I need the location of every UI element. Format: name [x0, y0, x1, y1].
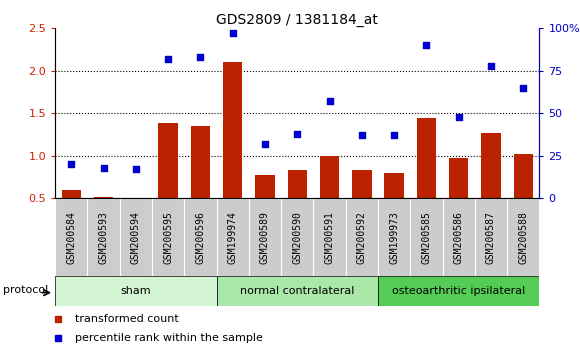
- Title: GDS2809 / 1381184_at: GDS2809 / 1381184_at: [216, 13, 378, 27]
- Bar: [385, 173, 404, 198]
- Bar: [475, 198, 507, 276]
- Bar: [216, 276, 378, 306]
- Point: [422, 42, 431, 48]
- Bar: [216, 198, 249, 276]
- Bar: [416, 118, 436, 198]
- Text: GSM200590: GSM200590: [292, 211, 302, 264]
- Point: [325, 98, 334, 104]
- Point: [454, 114, 463, 120]
- Bar: [184, 198, 216, 276]
- Point: [389, 132, 398, 138]
- Text: percentile rank within the sample: percentile rank within the sample: [75, 333, 263, 343]
- Bar: [61, 190, 81, 198]
- Bar: [481, 133, 501, 198]
- Bar: [352, 170, 372, 198]
- Text: protocol: protocol: [3, 285, 48, 295]
- Bar: [255, 175, 275, 198]
- Text: GSM200588: GSM200588: [519, 211, 528, 264]
- Bar: [249, 198, 281, 276]
- Bar: [158, 124, 178, 198]
- Text: GSM199973: GSM199973: [389, 211, 399, 264]
- Text: GSM200591: GSM200591: [325, 211, 335, 264]
- Point: [164, 56, 173, 62]
- Bar: [449, 158, 469, 198]
- Bar: [119, 198, 152, 276]
- Bar: [320, 156, 339, 198]
- Point: [195, 55, 205, 60]
- Bar: [313, 198, 346, 276]
- Bar: [88, 198, 119, 276]
- Point: [519, 85, 528, 91]
- Bar: [55, 276, 216, 306]
- Text: osteoarthritic ipsilateral: osteoarthritic ipsilateral: [392, 286, 525, 296]
- Bar: [223, 62, 242, 198]
- Text: GSM200584: GSM200584: [66, 211, 76, 264]
- Text: GSM200596: GSM200596: [195, 211, 205, 264]
- Bar: [152, 198, 184, 276]
- Bar: [94, 196, 113, 198]
- Bar: [443, 198, 475, 276]
- Point: [67, 161, 76, 167]
- Bar: [281, 198, 313, 276]
- Text: normal contralateral: normal contralateral: [240, 286, 354, 296]
- Bar: [410, 198, 443, 276]
- Text: GSM200593: GSM200593: [99, 211, 108, 264]
- Bar: [191, 126, 210, 198]
- Point: [357, 132, 367, 138]
- Bar: [513, 154, 533, 198]
- Bar: [288, 170, 307, 198]
- Text: GSM200585: GSM200585: [422, 211, 432, 264]
- Point: [228, 30, 237, 36]
- Text: GSM200587: GSM200587: [486, 211, 496, 264]
- Text: GSM200586: GSM200586: [454, 211, 463, 264]
- Text: transformed count: transformed count: [75, 314, 179, 324]
- Point: [99, 165, 108, 171]
- Bar: [507, 198, 539, 276]
- Point: [486, 63, 495, 69]
- Text: GSM200589: GSM200589: [260, 211, 270, 264]
- Text: GSM199974: GSM199974: [228, 211, 238, 264]
- Text: GSM200594: GSM200594: [131, 211, 141, 264]
- Point: [292, 131, 302, 137]
- Bar: [378, 276, 539, 306]
- Bar: [378, 198, 410, 276]
- Bar: [346, 198, 378, 276]
- Bar: [55, 198, 88, 276]
- Point: [131, 166, 140, 172]
- Text: sham: sham: [121, 286, 151, 296]
- Point: [260, 141, 270, 147]
- Text: GSM200592: GSM200592: [357, 211, 367, 264]
- Text: GSM200595: GSM200595: [163, 211, 173, 264]
